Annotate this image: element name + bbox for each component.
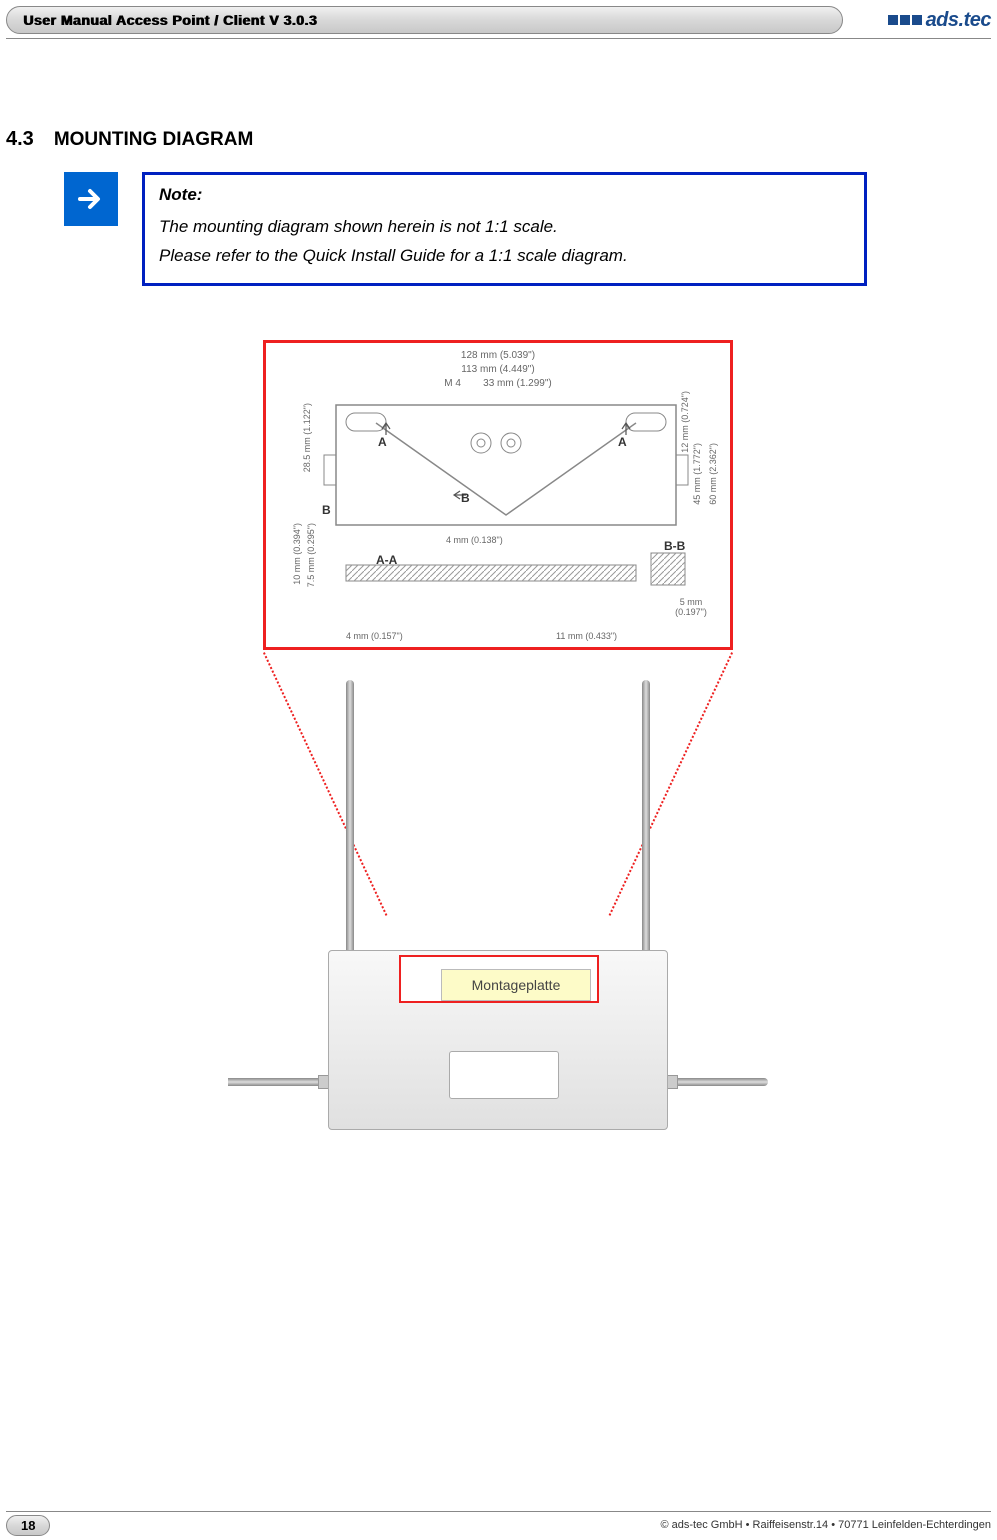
section-heading: 4.3 MOUNTING DIAGRAM xyxy=(6,128,253,151)
note-line-2: Please refer to the Quick Install Guide … xyxy=(159,242,850,271)
section-b-bar: B xyxy=(322,503,331,517)
dim-128mm: 128 mm (5.039") xyxy=(266,349,730,363)
footer: 18 © ads-tec GmbH • Raiffeisenstr.14 • 7… xyxy=(6,1514,991,1536)
section-b: B xyxy=(461,491,470,505)
section-title: MOUNTING DIAGRAM xyxy=(54,129,253,151)
note-line-1: The mounting diagram shown herein is not… xyxy=(159,213,850,242)
detail-dimension-box: 128 mm (5.039") 113 mm (4.449") M 4 33 m… xyxy=(263,340,733,650)
dim-4mm-b: 4 mm (0.157") xyxy=(346,631,403,641)
dim-113mm: 113 mm (4.449") xyxy=(266,363,730,377)
mount-plate-highlight: Montageplatte xyxy=(399,955,599,1003)
page-number: 18 xyxy=(6,1515,50,1536)
footer-rule xyxy=(6,1511,991,1512)
copyright: © ads-tec GmbH • Raiffeisenstr.14 • 7077… xyxy=(660,1519,991,1531)
section-a-right: A xyxy=(618,435,627,449)
device-illustration: Montageplatte xyxy=(298,910,698,1150)
dim-60mm: 60 mm (2.362") xyxy=(708,443,718,505)
logo-text: ads.tec xyxy=(926,9,991,32)
logo-squares-icon xyxy=(888,15,922,25)
arrow-icon xyxy=(64,172,118,226)
dim-5mm: 5 mm (0.197") xyxy=(666,597,716,617)
bracket-drawing xyxy=(316,385,696,605)
antenna-top-right xyxy=(642,680,650,960)
section-number: 4.3 xyxy=(6,128,34,151)
projection-line-right xyxy=(609,652,733,916)
dim-28-5mm: 28.5 mm (1.122") xyxy=(302,403,312,472)
dim-10mm: 10 mm (0.394") xyxy=(292,523,302,585)
note-label: Note: xyxy=(159,185,850,205)
dim-11mm: 11 mm (0.433") xyxy=(556,631,617,641)
note-box: Note: The mounting diagram shown herein … xyxy=(142,172,867,286)
logo: ads.tec xyxy=(851,6,991,34)
dim-7-5mm: 7.5 mm (0.295") xyxy=(306,523,316,587)
section-b-b: B-B xyxy=(664,539,685,553)
mount-plate-label: Montageplatte xyxy=(441,969,591,1001)
antenna-top-left xyxy=(346,680,354,960)
dim-12mm: 12 mm (0.724") xyxy=(680,391,690,453)
dim-45mm: 45 mm (1.772") xyxy=(692,443,702,505)
header-underline xyxy=(6,38,991,39)
header-title: User Manual Access Point / Client V 3.0.… xyxy=(23,12,317,28)
mounting-diagram: 128 mm (5.039") 113 mm (4.449") M 4 33 m… xyxy=(248,340,748,1180)
section-a-left: A xyxy=(378,435,387,449)
section-a-a: A-A xyxy=(376,553,397,567)
note-container: Note: The mounting diagram shown herein … xyxy=(64,172,867,286)
projection-line-left xyxy=(263,652,387,916)
antenna-left xyxy=(228,1078,328,1086)
header-bar: User Manual Access Point / Client V 3.0.… xyxy=(6,6,991,34)
antenna-right xyxy=(668,1078,768,1086)
device-port xyxy=(449,1051,559,1099)
device-body: Montageplatte xyxy=(328,950,668,1130)
dim-4mm-a: 4 mm (0.138") xyxy=(446,535,503,545)
header-pill: User Manual Access Point / Client V 3.0.… xyxy=(6,6,843,34)
